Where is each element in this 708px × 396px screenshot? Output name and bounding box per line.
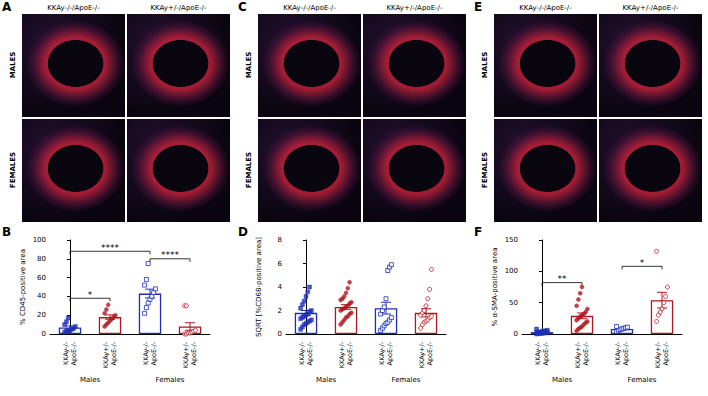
svg-text:40: 40 [37,292,46,300]
svg-text:KKAy+/-: KKAy+/- [574,341,582,368]
svg-text:ApoE-/-: ApoE-/- [346,341,354,365]
svg-text:60: 60 [37,274,46,282]
html-text:KKAy-/-/ApoE-/-: KKAy-/-/ApoE-/- [519,4,572,12]
svg-text:KKAy-/-: KKAy-/- [614,341,622,365]
svg-text:KKAy+/-: KKAy+/- [654,341,662,368]
svg-text:KKAy+/-: KKAy+/- [102,341,110,368]
svg-text:KKAy-/-: KKAy-/- [534,341,542,365]
svg-text:80: 80 [37,255,46,263]
svg-text:Females: Females [156,376,185,384]
svg-text:ApoE-/-: ApoE-/- [542,341,550,365]
svg-text:0: 0 [278,330,282,338]
svg-text:ApoE-/-: ApoE-/- [622,341,630,365]
html-text:KKAy-/-/ApoE-/-: KKAy-/-/ApoE-/- [47,4,100,12]
html-text:MALES: MALES [245,51,253,78]
html-text:C: C [238,0,247,14]
svg-text:0: 0 [514,330,518,338]
svg-text:Males: Males [552,376,573,384]
svg-text:ApoE-/-: ApoE-/- [306,341,314,365]
svg-text:20: 20 [37,311,46,319]
svg-text:100: 100 [505,267,518,275]
svg-text:ApoE-/-: ApoE-/- [190,341,198,365]
svg-text:8: 8 [278,236,282,244]
svg-text:B: B [2,226,11,239]
html-text:KKAy+/-/ApoE-/-: KKAy+/-/ApoE-/- [386,4,443,12]
svg-text:ApoE-/-: ApoE-/- [662,341,670,365]
svg-text:****: **** [101,243,120,253]
svg-text:KKAy-/-: KKAy-/- [142,341,150,365]
html-text:KKAy+/-/ApoE-/-: KKAy+/-/ApoE-/- [150,4,207,12]
html-text:MALES: MALES [9,51,17,78]
svg-text:ApoE-/-: ApoE-/- [386,341,394,365]
svg-text:ApoE-/-: ApoE-/- [70,341,78,365]
svg-text:Females: Females [392,376,421,384]
svg-text:SQRT [%CD68-positive area]: SQRT [%CD68-positive area] [255,237,263,337]
svg-text:ApoE-/-: ApoE-/- [150,341,158,365]
html-text:E: E [474,0,483,14]
svg-text:ApoE-/-: ApoE-/- [582,341,590,365]
svg-text:**: ** [558,274,568,284]
svg-text:KKAy-/-: KKAy-/- [298,341,306,365]
html-text:MALES: MALES [481,51,489,78]
html-text:FEMALES: FEMALES [245,151,253,188]
html-text:KKAy+/-/ApoE-/-: KKAy+/-/ApoE-/- [622,4,679,12]
svg-text:Males: Males [80,376,101,384]
svg-text:Males: Males [316,376,337,384]
svg-text:D: D [238,226,248,239]
svg-text:*: * [88,290,93,300]
svg-text:KKAy-/-: KKAy-/- [378,341,386,365]
svg-text:ApoE-/-: ApoE-/- [110,341,118,365]
svg-text:ApoE-/-: ApoE-/- [426,341,434,365]
svg-text:150: 150 [505,236,518,244]
svg-text:% CD45-positive area: % CD45-positive area [19,249,27,325]
html-text:FEMALES: FEMALES [9,151,17,188]
svg-text:50: 50 [509,299,518,307]
svg-text:KKAy+/-: KKAy+/- [338,341,346,368]
svg-text:KKAy-/-: KKAy-/- [62,341,70,365]
svg-text:KKAy+/-: KKAy+/- [182,341,190,368]
svg-text:Females: Females [628,376,657,384]
svg-text:****: **** [161,250,180,260]
svg-text:0: 0 [42,330,46,338]
svg-text:*: * [640,258,645,268]
svg-text:% α-SMA-positive area: % α-SMA-positive area [491,248,499,327]
svg-text:KKAy+/-: KKAy+/- [418,341,426,368]
html-text:KKAy-/-/ApoE-/-: KKAy-/-/ApoE-/- [283,4,336,12]
svg-text:4: 4 [278,283,283,291]
html-text:FEMALES: FEMALES [481,151,489,188]
svg-text:F: F [474,226,482,239]
svg-text:2: 2 [278,307,282,315]
svg-text:6: 6 [278,260,283,268]
html-text:A: A [2,0,12,14]
svg-text:100: 100 [33,236,46,244]
